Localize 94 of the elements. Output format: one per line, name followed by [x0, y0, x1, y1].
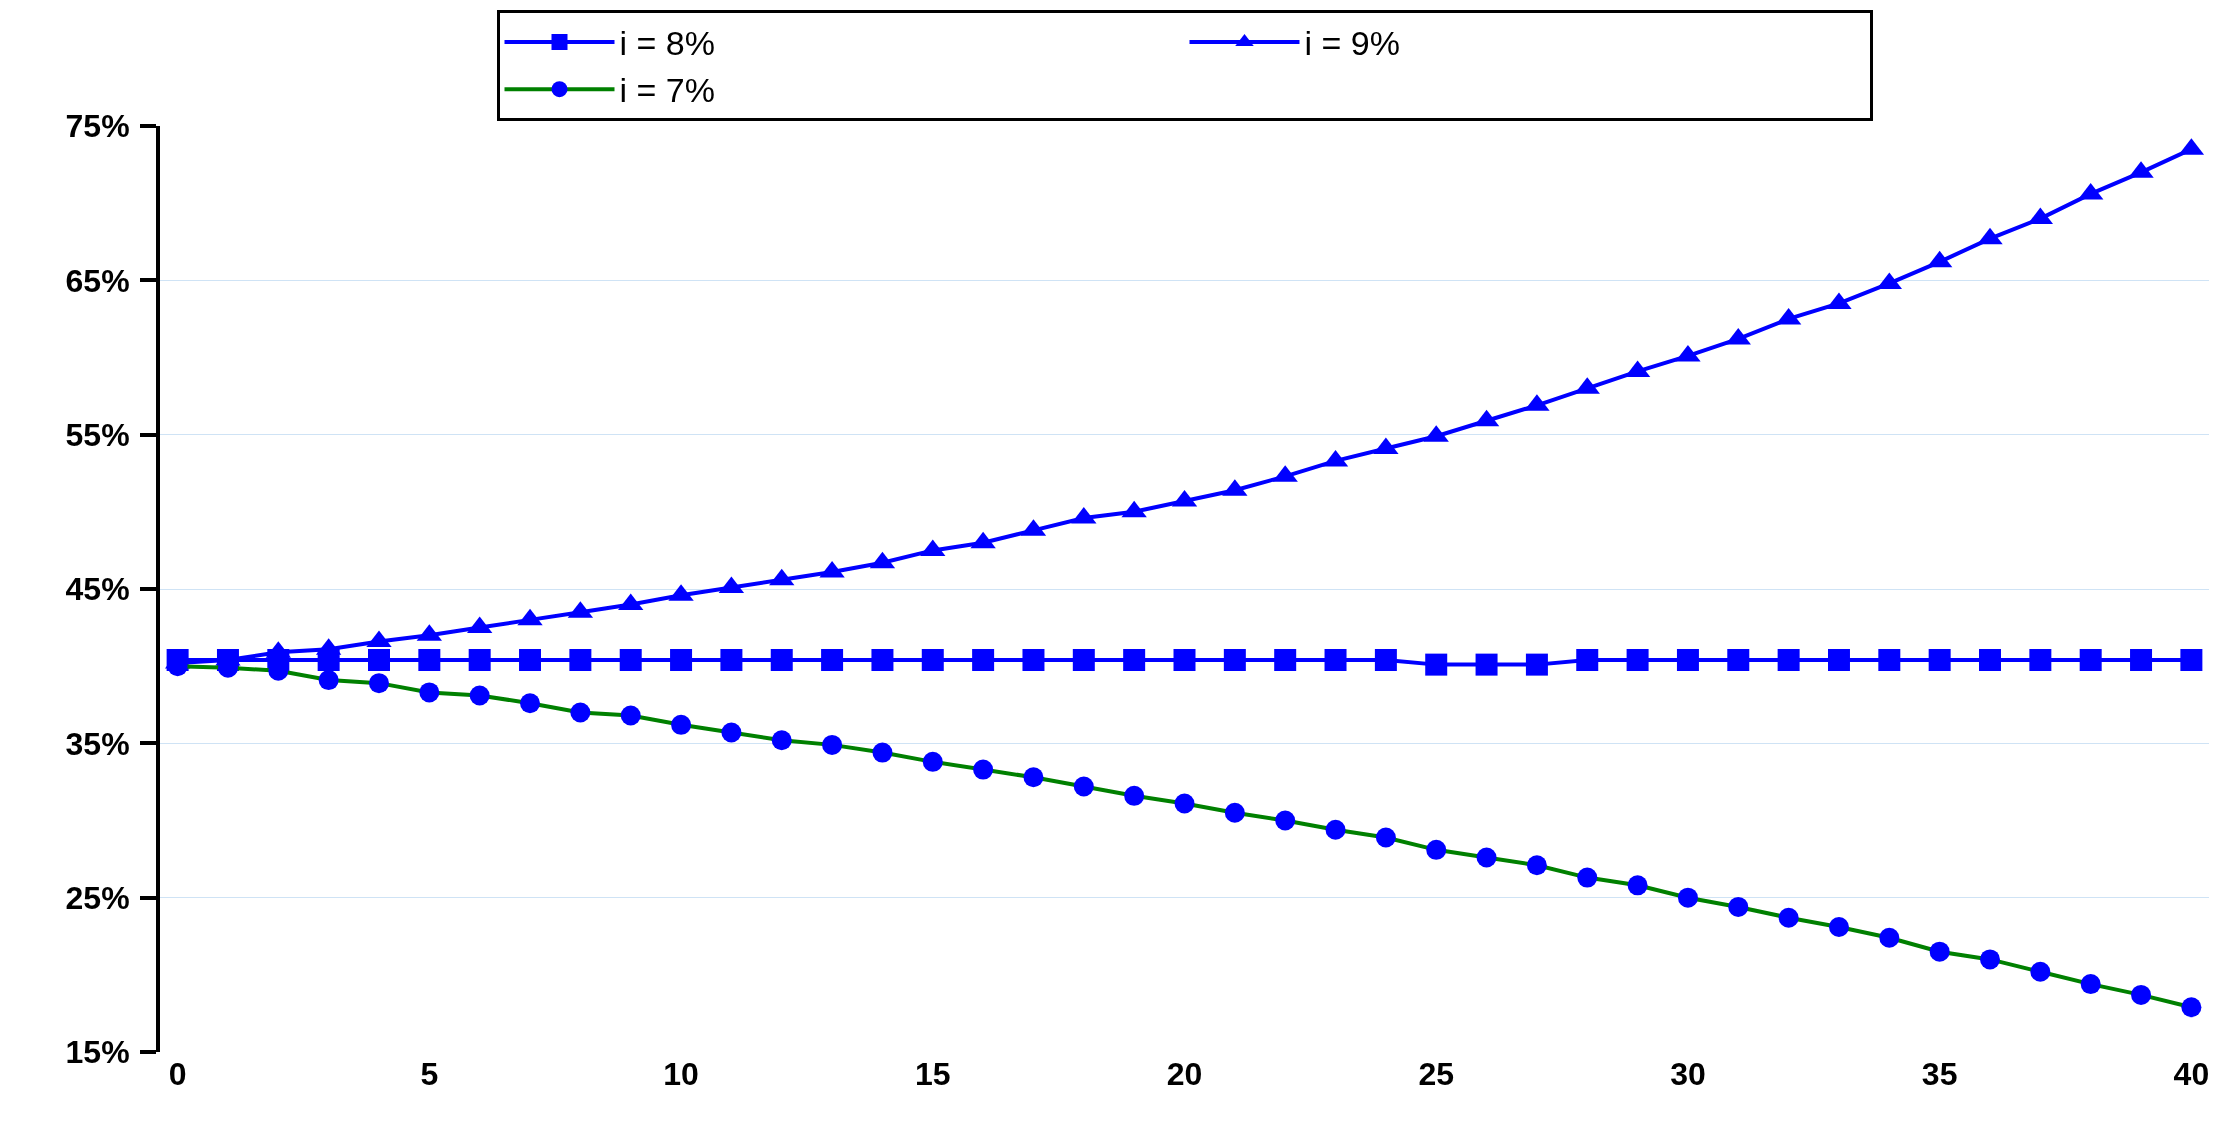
point [1928, 648, 1951, 671]
point [619, 648, 642, 671]
point [872, 742, 893, 763]
point [1727, 648, 1750, 671]
point [368, 648, 390, 671]
y-tick-label: 45% [65, 571, 130, 608]
point [821, 648, 844, 671]
point [1526, 855, 1547, 876]
point [1777, 648, 1800, 671]
point [2029, 648, 2052, 671]
point [520, 693, 541, 714]
point [1173, 648, 1196, 671]
x-tick-label: 0 [168, 1056, 187, 1092]
point [1475, 653, 1498, 676]
y-tick-label: 25% [65, 879, 130, 916]
y-tick-label: 55% [65, 416, 130, 453]
point [871, 648, 894, 671]
point [1073, 776, 1094, 797]
point [318, 670, 339, 691]
x-tick-label: 30 [1670, 1056, 1706, 1092]
point [771, 730, 792, 751]
point [1374, 648, 1397, 671]
point [1879, 927, 1900, 948]
legend-label: i = 8% [619, 24, 715, 63]
x-tick-label: 5 [420, 1056, 439, 1092]
legend-label: i = 7% [619, 71, 715, 110]
point [770, 648, 793, 671]
point [1325, 819, 1346, 840]
point [1827, 648, 1850, 671]
point [1576, 648, 1599, 671]
point [1022, 648, 1045, 671]
point [2181, 997, 2202, 1018]
point [620, 705, 641, 726]
point [418, 648, 441, 671]
point [1828, 916, 1849, 937]
point [1627, 875, 1648, 896]
point [1426, 839, 1447, 860]
point [419, 682, 440, 703]
point [1223, 648, 1246, 671]
point [1980, 949, 2000, 970]
point [2080, 974, 2101, 995]
x-tick-label: 20 [1166, 1056, 1203, 1092]
point [670, 648, 693, 671]
point [822, 734, 843, 755]
point [1124, 785, 1145, 806]
point [1878, 648, 1901, 671]
point [1728, 896, 1749, 917]
point [2079, 648, 2102, 671]
x-tick-label: 25 [1418, 1056, 1455, 1092]
y-tick-label: 15% [65, 1034, 130, 1071]
point [468, 648, 491, 671]
point [369, 673, 389, 694]
point [1626, 648, 1649, 671]
point [922, 751, 943, 772]
point [1677, 887, 1698, 908]
x-tick-label: 15 [914, 1056, 951, 1092]
point [921, 648, 944, 671]
point [1979, 648, 2001, 671]
x-tick-label: 10 [663, 1056, 699, 1092]
point [2130, 648, 2153, 671]
x-tick-label: 35 [1921, 1056, 1958, 1092]
point [1577, 867, 1598, 888]
y-tick-label: 35% [65, 725, 130, 762]
point [1275, 810, 1296, 831]
legend-label: i = 9% [1304, 24, 1400, 63]
point [721, 722, 742, 743]
point [1929, 941, 1950, 962]
point [569, 648, 592, 671]
point [1525, 653, 1548, 676]
point [519, 648, 542, 671]
x-tick-label: 40 [2173, 1056, 2210, 1092]
point [720, 648, 743, 671]
point [1324, 648, 1347, 671]
point [570, 702, 591, 723]
point [1375, 827, 1396, 848]
point [2131, 984, 2152, 1005]
point [1174, 793, 1195, 814]
point [1425, 653, 1448, 676]
y-tick-label: 65% [65, 262, 130, 299]
point [2180, 648, 2203, 671]
point [972, 648, 995, 671]
point [2030, 961, 2051, 982]
point [1224, 802, 1245, 823]
y-tick-label: 75% [65, 108, 130, 145]
point [1072, 648, 1095, 671]
point [1778, 907, 1799, 928]
point [1476, 847, 1497, 868]
point [1123, 648, 1146, 671]
point [469, 685, 490, 706]
point [1274, 648, 1297, 671]
point [1676, 648, 1699, 671]
point [1023, 767, 1044, 788]
point [973, 759, 994, 780]
point [671, 714, 692, 735]
